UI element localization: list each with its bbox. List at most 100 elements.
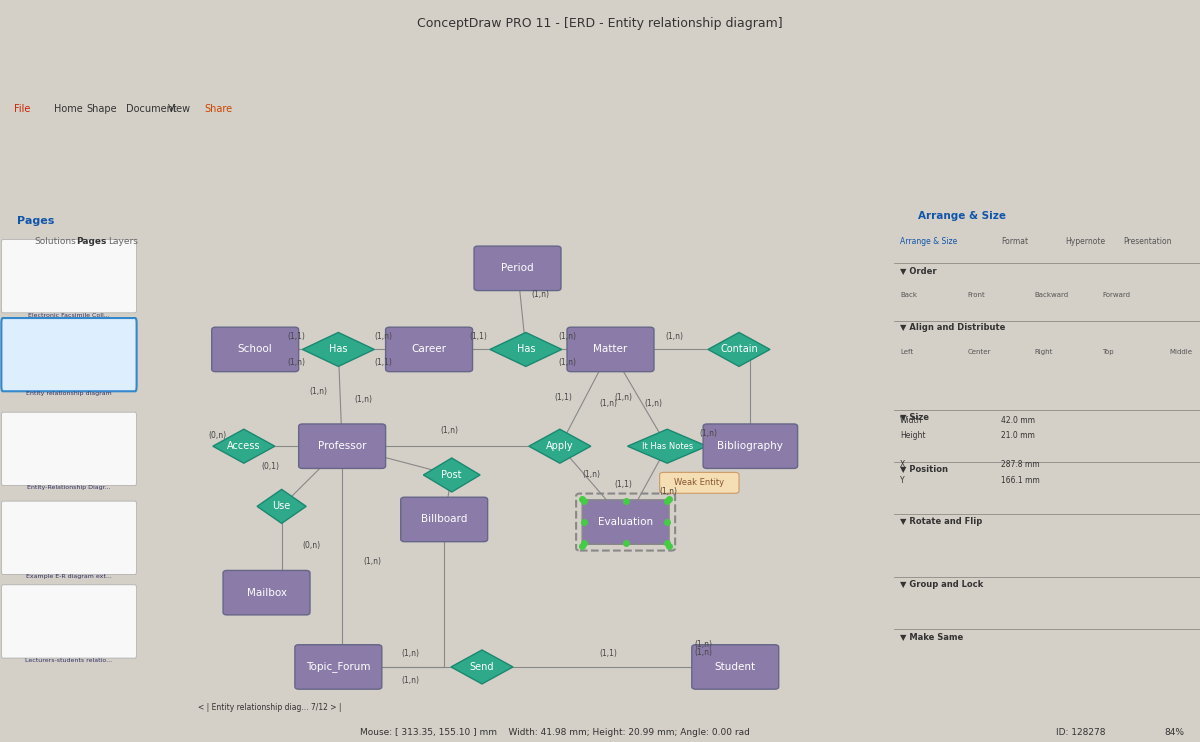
FancyBboxPatch shape: [582, 500, 670, 545]
Text: (1,n): (1,n): [660, 487, 678, 496]
Text: (1,n): (1,n): [614, 393, 632, 402]
Text: (1,1): (1,1): [469, 332, 487, 341]
Text: Mouse: [ 313.35, 155.10 ] mm    Width: 41.98 mm; Height: 20.99 mm; Angle: 0.00 r: Mouse: [ 313.35, 155.10 ] mm Width: 41.9…: [360, 728, 750, 738]
Text: 287.8 mm: 287.8 mm: [1001, 460, 1039, 469]
Text: Home: Home: [54, 105, 83, 114]
Polygon shape: [490, 332, 562, 367]
Text: Pages: Pages: [76, 237, 107, 246]
FancyBboxPatch shape: [1, 585, 137, 658]
FancyBboxPatch shape: [691, 645, 779, 689]
Text: (1,1): (1,1): [599, 649, 617, 658]
Text: Y: Y: [900, 476, 905, 485]
Text: (1,n): (1,n): [695, 649, 713, 657]
Polygon shape: [424, 458, 480, 492]
Text: Access: Access: [227, 441, 260, 451]
Text: (1,n): (1,n): [374, 332, 392, 341]
Polygon shape: [212, 429, 275, 463]
Text: Center: Center: [967, 349, 991, 355]
Text: Right: Right: [1034, 349, 1054, 355]
FancyBboxPatch shape: [1, 240, 137, 313]
Text: Document: Document: [126, 105, 176, 114]
Polygon shape: [302, 332, 374, 367]
Text: (1,n): (1,n): [558, 358, 576, 367]
Text: Entity relationship diagram: Entity relationship diagram: [26, 391, 112, 396]
Text: < | Entity relationship diag... 7/12 > |: < | Entity relationship diag... 7/12 > |: [198, 703, 341, 712]
Text: Period: Period: [502, 263, 534, 273]
Text: Share: Share: [204, 105, 232, 114]
FancyBboxPatch shape: [703, 424, 798, 468]
Text: Topic_Forum: Topic_Forum: [306, 662, 371, 672]
Text: Middle: Middle: [1170, 349, 1193, 355]
Text: ▼ Align and Distribute: ▼ Align and Distribute: [900, 324, 1006, 332]
FancyBboxPatch shape: [401, 497, 487, 542]
Text: Format: Format: [1001, 237, 1028, 246]
Text: Example E-R diagram ext...: Example E-R diagram ext...: [26, 574, 112, 580]
Text: (1,1): (1,1): [614, 480, 632, 489]
FancyBboxPatch shape: [1, 318, 137, 391]
Text: ▼ Rotate and Flip: ▼ Rotate and Flip: [900, 517, 983, 526]
Text: Lecturers-students relatio...: Lecturers-students relatio...: [25, 658, 113, 663]
Text: (1,n): (1,n): [582, 470, 600, 479]
Text: Backward: Backward: [1034, 292, 1069, 298]
Text: (0,1): (0,1): [262, 462, 280, 470]
Text: Weak Entity: Weak Entity: [674, 479, 724, 487]
Polygon shape: [257, 490, 306, 523]
Text: 42.0 mm: 42.0 mm: [1001, 416, 1036, 424]
Text: Arrange & Size: Arrange & Size: [918, 211, 1007, 221]
Text: Back: Back: [900, 292, 917, 298]
FancyBboxPatch shape: [1, 501, 137, 574]
Text: (1,1): (1,1): [374, 358, 392, 367]
Text: Solutions: Solutions: [35, 237, 77, 246]
Text: Bibliography: Bibliography: [718, 441, 784, 451]
Text: (1,n): (1,n): [401, 675, 419, 685]
Text: View: View: [168, 105, 191, 114]
Polygon shape: [451, 650, 512, 684]
Polygon shape: [529, 429, 590, 463]
Text: ID: 128278: ID: 128278: [1056, 728, 1105, 738]
Text: Front: Front: [967, 292, 985, 298]
FancyBboxPatch shape: [299, 424, 385, 468]
Text: (1,1): (1,1): [288, 332, 306, 341]
Text: File: File: [14, 105, 31, 114]
Text: ▼ Position: ▼ Position: [900, 464, 948, 473]
Text: Post: Post: [442, 470, 462, 480]
Text: Forward: Forward: [1102, 292, 1130, 298]
Text: 21.0 mm: 21.0 mm: [1001, 431, 1034, 440]
Text: (1,n): (1,n): [700, 429, 718, 438]
Text: (1,n): (1,n): [288, 358, 306, 367]
FancyBboxPatch shape: [660, 473, 739, 493]
Text: (1,n): (1,n): [532, 290, 550, 299]
Text: 84%: 84%: [1164, 728, 1184, 738]
Text: Width: Width: [900, 416, 923, 424]
Text: Top: Top: [1102, 349, 1114, 355]
Text: Matter: Matter: [593, 344, 628, 355]
Text: Apply: Apply: [546, 441, 574, 451]
FancyBboxPatch shape: [385, 327, 473, 372]
Text: 166.1 mm: 166.1 mm: [1001, 476, 1040, 485]
Text: (1,n): (1,n): [666, 332, 684, 341]
Text: ▼ Size: ▼ Size: [900, 413, 929, 421]
Text: Has: Has: [516, 344, 535, 355]
Text: Student: Student: [715, 662, 756, 672]
Text: Height: Height: [900, 431, 925, 440]
Text: Electronic Facsimile Coll...: Electronic Facsimile Coll...: [28, 313, 110, 318]
Text: Billboard: Billboard: [421, 514, 467, 525]
Text: (1,n): (1,n): [599, 398, 617, 408]
Polygon shape: [628, 429, 707, 463]
Text: Send: Send: [469, 662, 494, 672]
Text: ▼ Make Same: ▼ Make Same: [900, 632, 964, 641]
Text: Use: Use: [272, 502, 290, 511]
Text: X: X: [900, 460, 905, 469]
Text: Career: Career: [412, 344, 446, 355]
Text: (1,n): (1,n): [364, 556, 382, 566]
FancyBboxPatch shape: [474, 246, 560, 291]
Text: (1,n): (1,n): [354, 395, 372, 404]
Text: (1,n): (1,n): [401, 649, 419, 658]
Text: Pages: Pages: [17, 216, 54, 226]
FancyBboxPatch shape: [211, 327, 299, 372]
Text: (1,n): (1,n): [558, 332, 576, 341]
Text: Arrange & Size: Arrange & Size: [900, 237, 958, 246]
Text: Professor: Professor: [318, 441, 366, 451]
Text: ConceptDraw PRO 11 - [ERD - Entity relationship diagram]: ConceptDraw PRO 11 - [ERD - Entity relat…: [418, 17, 782, 30]
Text: (1,n): (1,n): [308, 387, 326, 395]
